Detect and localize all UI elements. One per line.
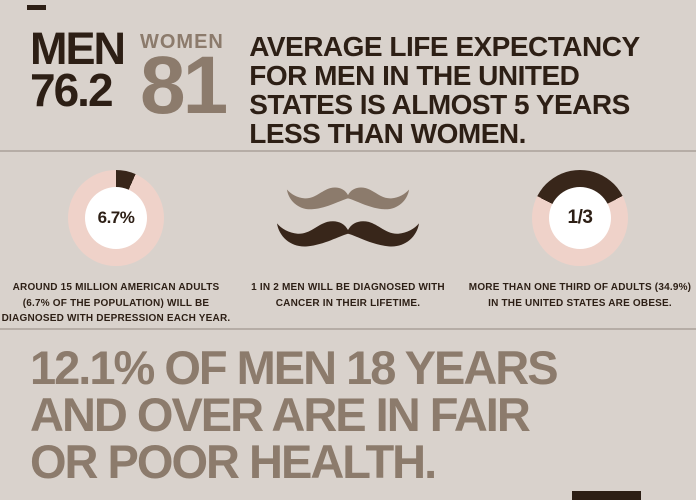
stat-cancer: 1 IN 2 MEN WILL BE DIAGNOSED WITH CANCER… [232, 166, 464, 328]
footer-headline: 12.1% OF MEN 18 YEARS AND OVER ARE IN FA… [0, 330, 696, 485]
men-life-expectancy-block: MEN 76.2 [30, 23, 126, 117]
stat-caption: MORE THAN ONE THIRD OF ADULTS (34.9%) IN… [468, 282, 692, 309]
donut-hole: 6.7% [85, 187, 147, 249]
bottom-right-mark [572, 491, 641, 500]
men-life-expectancy-value: 76.2 [30, 64, 114, 117]
headline-line: LESS THAN WOMEN. [249, 118, 526, 150]
men-label: MEN [30, 23, 126, 74]
stats-row: 6.7% AROUND 15 MILLION AMERICAN ADULTS (… [0, 152, 696, 328]
obesity-donut-chart: 1/3 [532, 170, 628, 266]
top-left-mark [27, 5, 46, 10]
women-life-expectancy-value: 81 [140, 40, 228, 131]
mustache-icons [232, 166, 464, 270]
headline-line: AVERAGE LIFE EXPECTANCY [249, 31, 640, 62]
stat-obesity: 1/3 MORE THAN ONE THIRD OF ADULTS (34.9%… [464, 166, 696, 328]
women-label: WOMEN [140, 31, 224, 53]
footer-line: AND OVER ARE IN FAIR [30, 388, 531, 441]
depression-donut-chart: 6.7% [68, 170, 164, 266]
donut-center-label: 6.7% [97, 208, 135, 227]
footer-line: 12.1% OF MEN 18 YEARS [30, 341, 559, 394]
stat-caption: AROUND 15 MILLION AMERICAN ADULTS (6.7% … [1, 282, 231, 324]
depression-visual: 6.7% [0, 166, 232, 270]
women-life-expectancy-block: WOMEN 81 [140, 30, 228, 131]
divider-bottom [0, 328, 696, 330]
obesity-visual: 1/3 [464, 166, 696, 270]
mustache-icon [276, 221, 420, 247]
header-section: MEN 76.2 WOMEN 81 AVERAGE LIFE EXPECTANC… [0, 0, 696, 150]
mustache-icon [286, 187, 410, 210]
stat-caption: 1 IN 2 MEN WILL BE DIAGNOSED WITH CANCER… [251, 282, 445, 309]
stat-depression: 6.7% AROUND 15 MILLION AMERICAN ADULTS (… [0, 166, 232, 328]
footer-line: OR POOR HEALTH. [30, 435, 437, 488]
divider-top [0, 150, 696, 152]
donut-hole: 1/3 [549, 187, 611, 249]
headline-line: STATES IS ALMOST 5 YEARS [249, 89, 630, 121]
headline-line: FOR MEN IN THE UNITED [249, 60, 580, 92]
headline: AVERAGE LIFE EXPECTANCY FOR MEN IN THE U… [249, 30, 640, 150]
donut-center-label: 1/3 [567, 207, 593, 228]
